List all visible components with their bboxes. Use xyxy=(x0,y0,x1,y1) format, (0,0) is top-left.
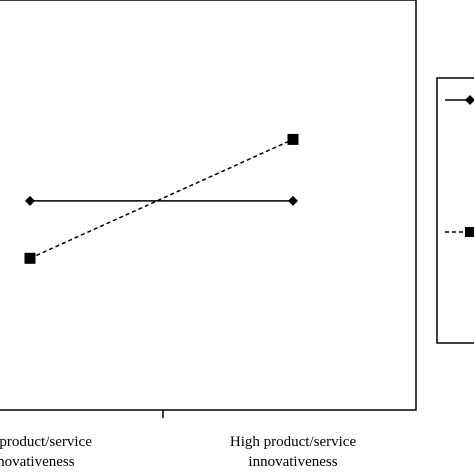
legend-marker-square xyxy=(465,227,474,237)
series-2-line xyxy=(29,138,294,259)
legend-marker-diamond xyxy=(465,95,474,105)
plot-area-frame xyxy=(0,0,417,411)
legend xyxy=(436,77,474,344)
series-1-point-1 xyxy=(25,195,35,206)
x-tick-label-low-line1: Low product/service xyxy=(0,434,92,450)
x-tick-label-low-line2: innovativeness xyxy=(0,454,75,470)
series-layer xyxy=(24,133,299,264)
x-tick-label-high-line1: High product/service xyxy=(230,434,357,450)
series-2-point-1 xyxy=(24,252,36,264)
series-1-point-2 xyxy=(288,195,298,206)
series-2-point-2 xyxy=(287,133,299,145)
legend-frame xyxy=(436,77,474,344)
x-tick-label-high-line2: innovativeness xyxy=(248,454,337,470)
